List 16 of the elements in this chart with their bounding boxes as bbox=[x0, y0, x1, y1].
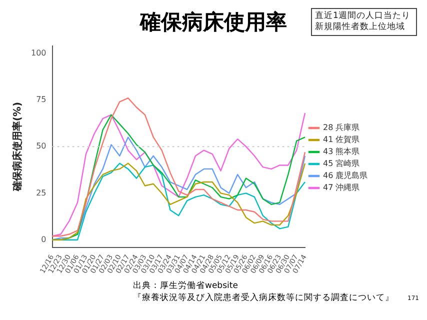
y-tick-label: 50 bbox=[36, 142, 46, 151]
y-axis-title: 確保病床使用率(%) bbox=[12, 102, 24, 192]
text: 『療養状況等及び入院患者受入病床数等に関する調査について』 bbox=[133, 292, 395, 304]
chart-title: 確保病床使用率 bbox=[140, 10, 287, 34]
legend-label: 28 兵庫県 bbox=[323, 123, 360, 132]
y-tick-label: 0 bbox=[41, 234, 46, 244]
legend-title: 直近1週間の人口当たり新規陽性者数上位地域 bbox=[311, 8, 417, 36]
legend-label: 46 鹿児島県 bbox=[323, 171, 368, 180]
legend-label: 47 沖縄県 bbox=[323, 183, 360, 192]
y-tick-label: 25 bbox=[36, 188, 46, 198]
source-note: 出典：厚生労働省website bbox=[133, 280, 239, 292]
legend-label: 43 熊本県 bbox=[323, 147, 360, 156]
legend-label: 45 宮崎県 bbox=[323, 159, 360, 168]
y-tick-label: 75 bbox=[36, 94, 46, 104]
y-tick-label: 100 bbox=[30, 48, 46, 58]
legend-label: 41 佐賀県 bbox=[323, 135, 360, 144]
